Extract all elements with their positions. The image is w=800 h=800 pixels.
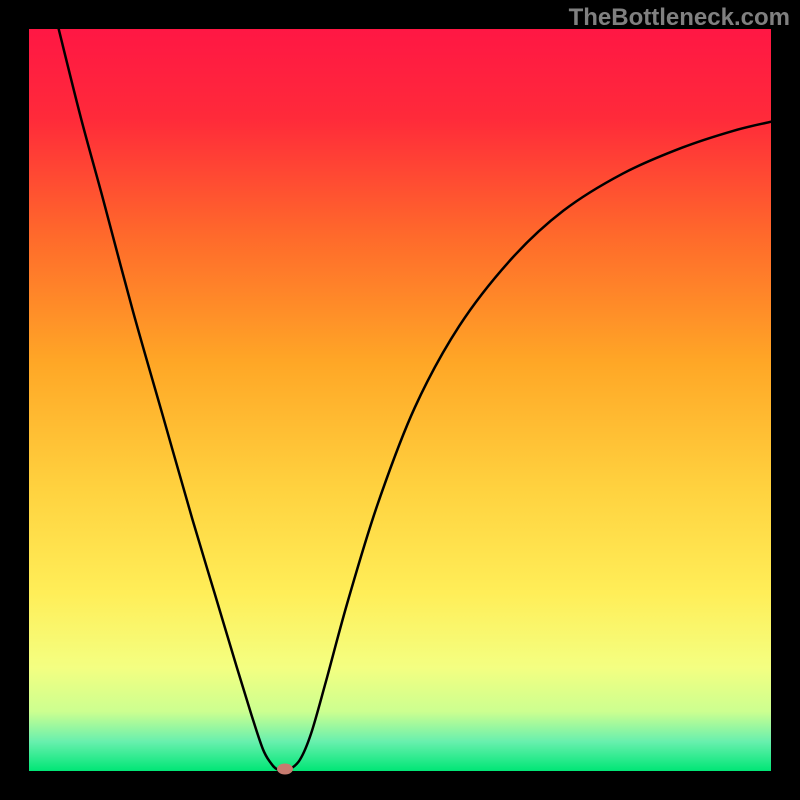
watermark-text: TheBottleneck.com — [569, 4, 790, 32]
plot-area — [29, 29, 771, 771]
chart-outer-frame: TheBottleneck.com — [0, 0, 800, 800]
optimal-point-marker — [277, 763, 293, 774]
bottleneck-curve — [29, 29, 771, 771]
